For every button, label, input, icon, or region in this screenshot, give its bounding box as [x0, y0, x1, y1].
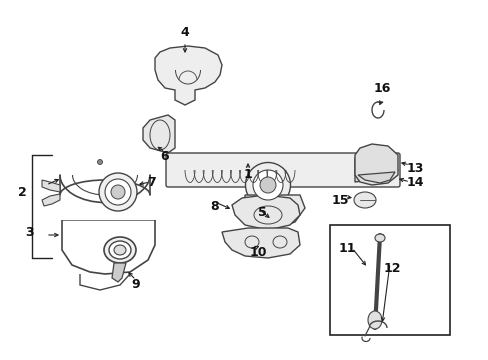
Ellipse shape [245, 162, 290, 207]
Text: 11: 11 [338, 242, 355, 255]
Text: 8: 8 [210, 201, 219, 213]
Polygon shape [112, 263, 126, 282]
Polygon shape [357, 172, 394, 183]
Polygon shape [244, 195, 305, 228]
Text: 12: 12 [383, 261, 400, 274]
Text: 4: 4 [180, 26, 189, 39]
Ellipse shape [252, 170, 283, 200]
Ellipse shape [99, 173, 137, 211]
Ellipse shape [260, 177, 275, 193]
Text: 9: 9 [131, 279, 140, 292]
Ellipse shape [111, 185, 125, 199]
Text: 16: 16 [372, 81, 390, 94]
Polygon shape [354, 144, 397, 185]
Polygon shape [42, 180, 60, 192]
Text: 14: 14 [406, 176, 423, 189]
Text: 1: 1 [243, 168, 252, 181]
Polygon shape [42, 194, 60, 206]
Ellipse shape [97, 159, 102, 165]
Text: 5: 5 [257, 207, 266, 220]
Text: 13: 13 [406, 162, 423, 175]
Bar [329, 225, 449, 335]
Ellipse shape [367, 311, 381, 329]
Ellipse shape [104, 237, 136, 263]
Text: 2: 2 [18, 185, 26, 198]
Ellipse shape [114, 245, 126, 255]
Text: 15: 15 [330, 194, 348, 207]
Text: 3: 3 [26, 225, 34, 238]
Ellipse shape [105, 179, 131, 205]
Text: 7: 7 [147, 176, 156, 189]
Polygon shape [222, 228, 299, 258]
FancyBboxPatch shape [165, 153, 399, 187]
Ellipse shape [109, 241, 131, 259]
Text: 10: 10 [249, 246, 266, 258]
Polygon shape [155, 46, 222, 105]
Ellipse shape [374, 234, 384, 242]
Polygon shape [142, 115, 175, 153]
Polygon shape [231, 195, 299, 230]
Text: 6: 6 [161, 150, 169, 163]
Polygon shape [354, 158, 397, 182]
Ellipse shape [353, 192, 375, 208]
